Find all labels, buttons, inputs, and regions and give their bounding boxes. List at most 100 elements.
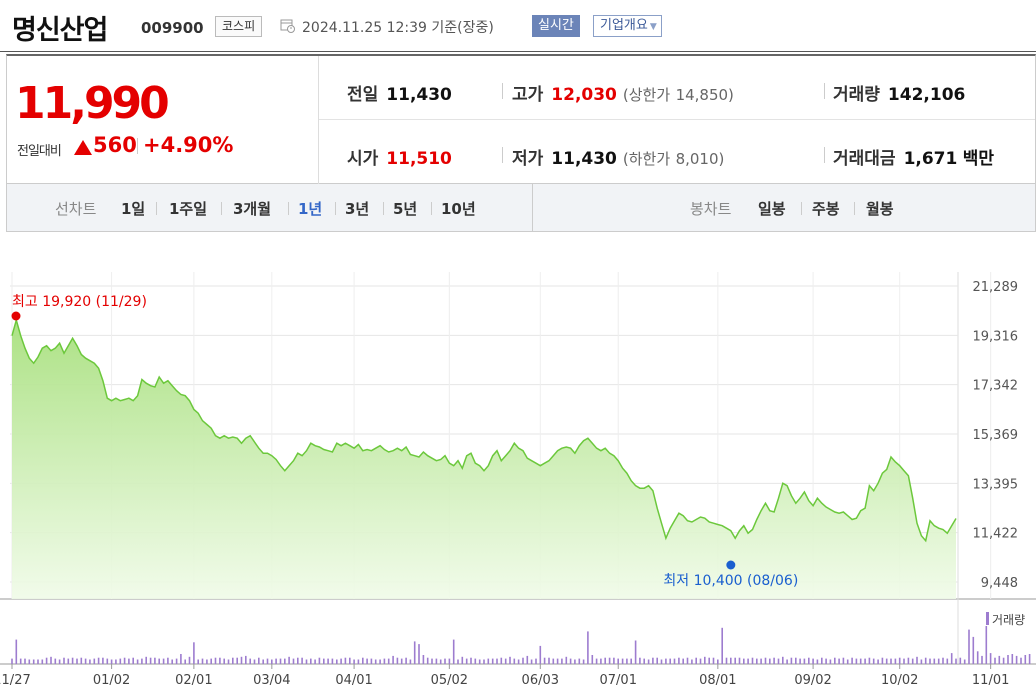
volume-bar [920, 659, 923, 664]
volume-bar [639, 657, 641, 664]
x-tick-label: 11/27 [0, 673, 31, 688]
volume-bar [911, 658, 914, 664]
period-3y[interactable]: 3년 [345, 200, 370, 218]
candle-monthly[interactable]: 월봉 [866, 200, 894, 218]
volume-bar [561, 658, 563, 664]
volume-bar [288, 656, 290, 664]
volume-bar [119, 658, 122, 664]
up-triangle-icon [74, 140, 92, 155]
volume-bar [968, 629, 970, 664]
volume-bar [708, 657, 710, 664]
volume-bar [1028, 654, 1031, 664]
period-1y[interactable]: 1년 [298, 200, 323, 218]
volume-bar [626, 658, 628, 664]
divider [221, 202, 222, 215]
volume-bar [582, 659, 585, 664]
y-tick-label: 11,422 [973, 527, 1019, 542]
trade-amount-label: 거래대금 [833, 149, 896, 169]
candle-weekly[interactable]: 주봉 [812, 200, 840, 218]
volume-bar [924, 657, 927, 664]
volume-bar [262, 659, 264, 664]
period-1w[interactable]: 1주일 [169, 200, 208, 218]
x-tick-label: 09/02 [794, 673, 831, 688]
stock-code: 009900 [141, 19, 204, 37]
price-area [12, 320, 956, 599]
volume-bar [829, 659, 832, 664]
volume-bar [392, 655, 394, 664]
volume-bar [816, 659, 819, 664]
volume-bar [764, 657, 767, 664]
y-tick-label: 13,395 [973, 477, 1019, 492]
volume-bar [93, 658, 96, 664]
quote-panel: 11,990 전일대비 560 +4.90% 전일 11,430 고가 12,030… [6, 54, 1036, 184]
volume-bar [245, 655, 247, 664]
volume-bar [656, 657, 658, 664]
volume-bar [132, 657, 134, 664]
volume-bar [500, 657, 503, 664]
volume-bar [885, 658, 888, 664]
volume-bar [89, 659, 91, 664]
quote-time: 2024.11.25 12:39 기준(장중) [302, 17, 494, 37]
volume-bar [769, 658, 771, 664]
volume-bar [760, 658, 762, 664]
volume-bar [803, 658, 806, 664]
volume-bar [426, 657, 429, 664]
volume-bar [258, 657, 260, 664]
volume-bar [976, 651, 979, 664]
bar-divider [532, 184, 533, 231]
volume-bar [812, 658, 814, 664]
period-bar: 선차트 1일 1주일 3개월 1년 3년 5년 10년 봉차트 일봉 주봉 월봉 [6, 184, 1036, 232]
volume-bar [1011, 654, 1014, 664]
volume-bar [604, 657, 606, 664]
high-value: 12,030 [551, 85, 617, 105]
trade-amount-unit: 백만 [962, 149, 995, 169]
volume-bar [942, 657, 944, 664]
volume-bar [483, 659, 485, 664]
volume-bar [236, 657, 238, 664]
y-tick-label: 9,448 [981, 576, 1018, 591]
volume-bar [725, 657, 728, 664]
max-label: 최고 19,920 (11/29) [12, 294, 147, 310]
open-price: 시가 11,510 [347, 144, 452, 169]
volume-bar [665, 658, 667, 664]
volume-bar [881, 657, 884, 664]
period-10y[interactable]: 10년 [441, 200, 476, 218]
current-price: 11,990 [15, 78, 170, 129]
volume-bar [206, 659, 208, 664]
period-3m[interactable]: 3개월 [233, 200, 272, 218]
volume-bar [548, 657, 550, 664]
candle-daily[interactable]: 일봉 [758, 200, 786, 218]
period-1d[interactable]: 1일 [121, 200, 146, 218]
calendar-clock-icon [280, 19, 295, 33]
volume-bar [396, 657, 399, 664]
max-marker [11, 311, 21, 321]
volume-bar [950, 653, 953, 664]
volume-bar [323, 658, 325, 664]
volume-bar [509, 656, 511, 664]
low-price: 저가 11,430 (하한가 8,010) [512, 144, 724, 169]
volume-bar [743, 658, 745, 664]
volume-bar [11, 658, 13, 664]
volume-bar [890, 658, 892, 664]
volume-bar [284, 658, 286, 664]
volume-bar [652, 657, 654, 664]
volume-bar [37, 659, 39, 664]
period-5y[interactable]: 5년 [393, 200, 418, 218]
volume-bar [907, 657, 910, 664]
x-tick-label: 10/02 [881, 673, 918, 688]
volume-bar [678, 657, 680, 664]
company-overview-dropdown[interactable]: 기업개요 ▼ [593, 15, 662, 37]
open-label: 시가 [347, 149, 379, 169]
divider [502, 83, 503, 99]
volume-bar [266, 658, 269, 664]
volume-bar [413, 641, 416, 664]
realtime-button[interactable]: 실시간 [532, 15, 580, 37]
volume-bar [877, 659, 879, 664]
volume-bar [673, 658, 676, 664]
volume-bar [574, 659, 576, 664]
trade-amount: 거래대금 1,671 백만 [833, 144, 994, 169]
volume-bar [587, 631, 589, 664]
volume-bar [318, 657, 321, 664]
volume-bar [292, 658, 295, 664]
volume-bar [439, 659, 442, 664]
